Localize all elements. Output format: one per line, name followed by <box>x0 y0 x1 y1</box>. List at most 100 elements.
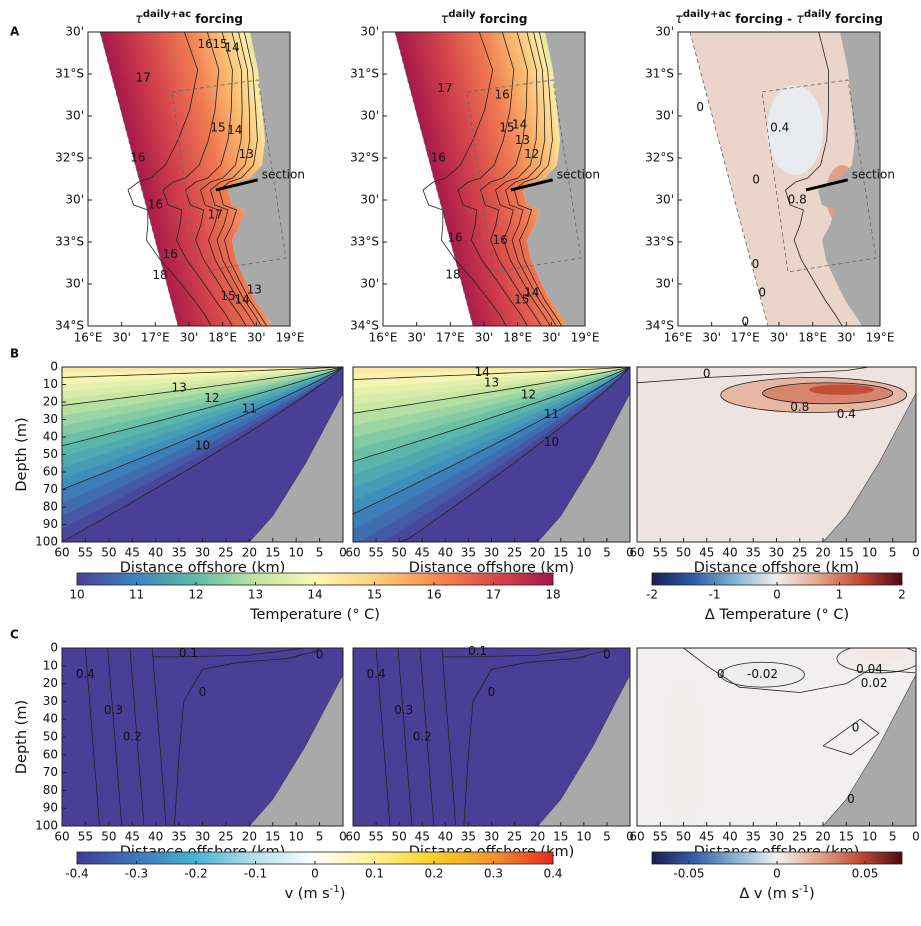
x-tick-label: 0 <box>912 546 920 560</box>
y-tick-label: 30' <box>65 109 84 123</box>
title-part: forcing <box>835 12 883 26</box>
contour-label: 0 <box>847 792 855 806</box>
x-tick-label: 35 <box>746 546 761 560</box>
x-tick-label: 10 <box>576 830 591 844</box>
contour-label: 0.2 <box>413 730 432 744</box>
contour-line <box>127 32 212 326</box>
colorbar-tick-label: 13 <box>248 588 263 602</box>
contour-label: 10 <box>195 438 210 452</box>
contour-line <box>185 32 247 326</box>
x-tick-label: 16°E <box>74 331 103 345</box>
contour-line <box>62 367 343 542</box>
x-tick-label: 5 <box>603 830 611 844</box>
x-tick-label: 55 <box>78 546 93 560</box>
plot-group <box>678 32 880 326</box>
x-tick-label: 16°E <box>664 331 693 345</box>
contour-label: -0.02 <box>747 667 778 681</box>
contour-label: 0.4 <box>367 667 386 681</box>
x-tick-label: 60 <box>54 830 69 844</box>
contour-label: 0 <box>488 685 496 699</box>
contour-line <box>353 367 630 515</box>
superscript: -1 <box>799 884 809 895</box>
y-tick-label: 31°S <box>350 67 379 81</box>
label-part: Temperature (° C) <box>249 607 380 623</box>
contour-line <box>419 648 435 826</box>
contour-line <box>107 648 123 826</box>
annotation: section <box>852 167 895 181</box>
y-tick-label: 80 <box>43 783 58 797</box>
colorbar-tick-label: 10 <box>69 588 84 602</box>
x-tick-label: 45 <box>125 546 140 560</box>
domain-edge <box>99 32 179 326</box>
x-tick-label: 19°E <box>276 331 305 345</box>
contour-line <box>151 648 167 826</box>
colorbar-tick-label: 15 <box>367 588 382 602</box>
title-part: τ <box>441 12 449 27</box>
x-tick-label: 25 <box>792 546 807 560</box>
x-tick-label: 15 <box>553 830 568 844</box>
contour-line <box>375 648 391 826</box>
x-tick-label: 10 <box>862 546 877 560</box>
title-part: τ <box>675 12 683 27</box>
contour-label: 15 <box>514 292 529 306</box>
contour-label: 14 <box>512 118 527 132</box>
x-tick-label: 60 <box>629 546 644 560</box>
contour-label: 0.04 <box>856 662 883 676</box>
x-axis-label: Distance offshore (km) <box>120 560 286 576</box>
contour-line <box>422 32 507 326</box>
x-tick-label: 50 <box>101 830 116 844</box>
contour-line <box>495 32 551 326</box>
plot-group <box>637 648 916 826</box>
x-tick-label: 45 <box>699 546 714 560</box>
y-tick-label: 0 <box>50 360 58 374</box>
contour-label: 13 <box>484 375 499 389</box>
field-patch <box>660 674 707 826</box>
y-tick-label: 30' <box>65 25 84 39</box>
x-tick-label: 20 <box>242 546 257 560</box>
contour-label: 0.3 <box>104 703 123 717</box>
y-tick-label: 33°S <box>645 235 674 249</box>
colorbar-tick-label: 0.3 <box>484 867 503 881</box>
contour-label: 0 <box>696 100 704 114</box>
x-tick-label: 15 <box>265 546 280 560</box>
contour-line <box>397 648 413 826</box>
title-superscript: daily <box>448 9 476 20</box>
x-tick-label: 45 <box>699 830 714 844</box>
contour-line <box>152 648 306 658</box>
x-tick-label: 30 <box>769 546 784 560</box>
colorbar-tick-label: 12 <box>188 588 203 602</box>
colorbar-tick-label: -0.3 <box>125 867 148 881</box>
y-tick-label: 30' <box>360 193 379 207</box>
y-tick-label: 30' <box>655 109 674 123</box>
x-tick-label: 18°E <box>503 331 532 345</box>
field-patch <box>188 701 264 791</box>
contour-label: 13 <box>247 282 262 296</box>
y-tick-label: 70 <box>43 482 58 496</box>
section-line <box>805 178 849 192</box>
anomaly-patch <box>767 85 823 175</box>
label-part: ) <box>809 886 815 902</box>
plot-group <box>353 367 630 542</box>
x-tick-label: 30' <box>407 331 426 345</box>
x-tick-label: 5 <box>603 546 611 560</box>
land <box>523 32 585 326</box>
colorbar-tick-label: 0.1 <box>365 867 384 881</box>
contour-label: 0.02 <box>861 676 888 690</box>
x-tick-label: 30' <box>542 331 561 345</box>
contour-label: 16 <box>130 151 145 165</box>
x-tick-label: 10 <box>289 830 304 844</box>
x-tick-label: 30 <box>195 830 210 844</box>
x-tick-label: 19°E <box>866 331 895 345</box>
contour-line <box>85 648 100 826</box>
contour-label: 16 <box>163 247 178 261</box>
y-tick-label: 34°S <box>645 319 674 333</box>
panel-title: τdaily+ac forcing <box>135 9 243 27</box>
contour-line <box>762 382 894 405</box>
y-tick-label: 32°S <box>350 151 379 165</box>
contour-label: 13 <box>171 381 186 395</box>
plot-group <box>62 367 343 542</box>
x-tick-label: 5 <box>316 830 324 844</box>
y-axis-label: Depth (m) <box>14 700 30 774</box>
y-tick-label: 31°S <box>645 67 674 81</box>
